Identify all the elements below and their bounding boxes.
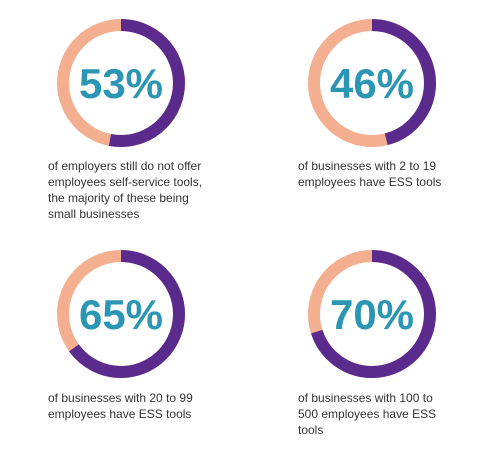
caption-3: of businesses with 20 to 99 employees ha… (48, 391, 193, 421)
percent-label-2: 46% (330, 60, 414, 107)
stat-card-1: 53% of employers still do not offer empl… (0, 0, 240, 221)
donut-value-arc-1 (57, 19, 185, 147)
donut-chart-4: 70% (308, 250, 436, 378)
donut-chart-1: 53% (57, 19, 185, 147)
donut-value-arc-2 (308, 19, 436, 147)
donut-chart-3: 65% (57, 250, 185, 378)
stat-card-4: 70% of businesses with 100 to 500 employ… (250, 232, 490, 452)
caption-2: of businesses with 2 to 19 employees hav… (298, 159, 442, 189)
caption-1: of employers still do not offer employee… (48, 159, 203, 221)
percent-label-1: 53% (79, 60, 163, 107)
percent-label-4: 70% (330, 291, 414, 338)
donut-value-arc-4 (308, 250, 436, 378)
donut-chart-2: 46% (308, 19, 436, 147)
donut-value-arc-3 (57, 250, 185, 378)
stat-card-2: 46% of businesses with 2 to 19 employees… (250, 0, 490, 220)
caption-4: of businesses with 100 to 500 employees … (298, 391, 437, 437)
percent-label-3: 65% (79, 291, 163, 338)
stat-card-3: 65% of businesses with 20 to 99 employee… (0, 232, 240, 452)
